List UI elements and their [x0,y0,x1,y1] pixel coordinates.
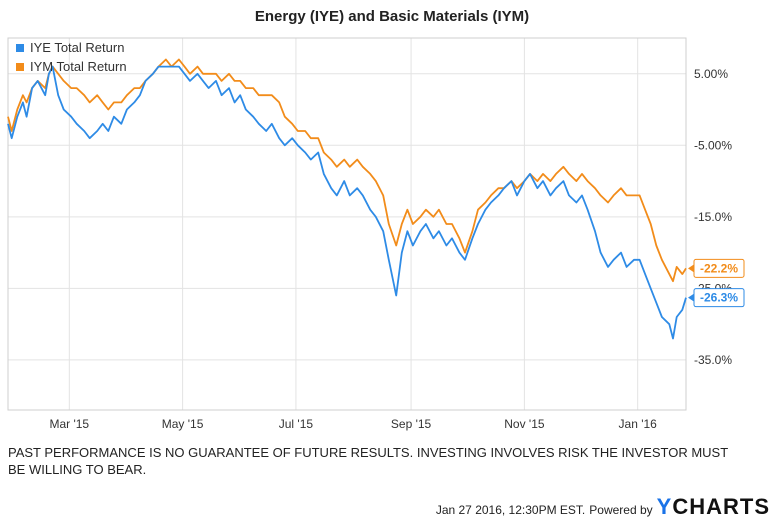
line-chart: Mar '15 May '15 Jul '15 Sep '15 Nov '15 Jan '… [7,37,745,431]
end-label-iye: -26.3% [688,288,745,308]
y-tick-label: 5.00% [694,67,728,81]
x-tick-label: Jul '15 [279,417,314,431]
disclaimer: PAST PERFORMANCE IS NO GUARANTEE OF FUTU… [8,445,728,477]
ycharts-logo[interactable]: YCHARTS [656,494,770,519]
x-tick-label: Nov '15 [504,417,545,431]
chart-title: Energy (IYE) and Basic Materials (IYM) [254,8,530,25]
end-label-text: -26.3% [700,291,738,305]
x-tick-label: Mar '15 [49,417,89,431]
x-tick-label: Jan '16 [619,417,658,431]
x-tick-label: Sep '15 [391,417,432,431]
y-tick-label: -35.0% [694,353,732,367]
legend-swatch [16,63,24,71]
timestamp: Jan 27 2016, 12:30PM EST. [435,503,586,517]
series-line-iye [7,65,687,340]
end-label-iym: -22.2% [688,258,745,278]
end-label-pointer [688,264,694,273]
footer: Jan 27 2016, 12:30PM EST. Powered by YCH… [436,494,770,520]
legend-label: IYM Total Return [30,59,127,74]
y-tick-label: -5.00% [694,138,732,152]
legend-label: IYE Total Return [30,40,124,55]
series-line-iym [7,58,687,283]
end-label-pointer [688,293,694,302]
x-tick-label: May '15 [162,417,204,431]
legend-swatch [16,44,24,52]
end-label-text: -22.2% [700,261,738,275]
powered-by: Powered by [589,503,653,517]
y-tick-label: -15.0% [694,210,732,224]
